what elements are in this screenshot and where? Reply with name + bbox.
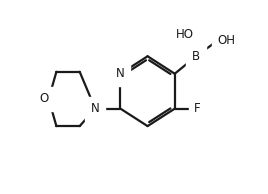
Text: OH: OH [217, 34, 235, 47]
Text: N: N [116, 67, 125, 80]
Text: N: N [91, 102, 100, 115]
Text: B: B [192, 50, 200, 63]
Text: HO: HO [176, 28, 193, 42]
Text: O: O [39, 92, 49, 106]
Text: F: F [194, 102, 201, 115]
